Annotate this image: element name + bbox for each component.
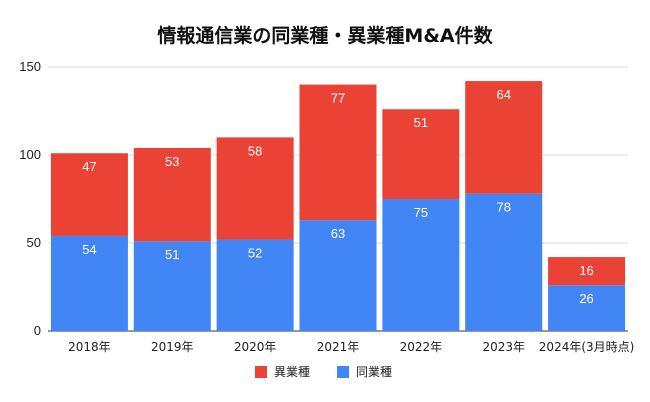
chart-title: 情報通信業の同業種・異業種M&A件数 (157, 24, 493, 47)
data-label: 53 (165, 154, 179, 169)
x-tick-label: 2020年 (234, 340, 277, 354)
data-labels: 54 47 51 53 52 58 63 77 75 51 78 64 26 16 (82, 87, 594, 306)
data-label: 51 (165, 247, 179, 262)
data-label: 54 (82, 242, 96, 257)
data-label: 47 (82, 159, 96, 174)
bar-segment (382, 109, 460, 199)
bar-segment (299, 84, 377, 221)
data-label: 58 (248, 143, 262, 158)
y-tick-label: 100 (19, 147, 41, 162)
x-tick-label: 2019年 (151, 340, 194, 354)
y-tick-label: 0 (34, 323, 41, 338)
bar-segment (50, 153, 128, 236)
legend-label: 異業種 (274, 365, 310, 379)
y-tick-label: 50 (27, 235, 41, 250)
bar-segment (465, 193, 543, 331)
bar-segment (465, 81, 543, 194)
x-tick-label: 2023年 (482, 340, 525, 354)
data-label: 63 (331, 226, 345, 241)
x-axis-ticks: 2018年 2019年 2020年 2021年 2022年 2023年 2024年(3月時点… (68, 340, 634, 354)
data-label: 78 (496, 200, 510, 215)
bar-segment (548, 257, 626, 286)
data-label: 64 (496, 87, 510, 102)
legend-swatch (255, 366, 267, 378)
bars (50, 81, 626, 331)
data-label: 51 (414, 115, 428, 130)
x-tick-label: 2024年(3月時点) (539, 340, 635, 354)
bar-segment (133, 241, 211, 331)
bar-segment (382, 199, 460, 331)
legend: 異業種 同業種 (255, 365, 392, 379)
data-label: 52 (248, 245, 262, 260)
bar-segment (299, 220, 377, 331)
bar-segment (50, 235, 128, 331)
data-label: 77 (331, 91, 345, 106)
x-tick-label: 2021年 (317, 340, 360, 354)
y-tick-label: 150 (19, 59, 41, 74)
bar-segment (548, 285, 626, 331)
bar-segment (216, 239, 294, 331)
legend-swatch (337, 366, 349, 378)
data-label: 75 (414, 205, 428, 220)
legend-label: 同業種 (356, 365, 392, 379)
data-label: 26 (579, 291, 593, 306)
x-tick-label: 2022年 (400, 340, 443, 354)
x-tick-label: 2018年 (68, 340, 111, 354)
data-label: 16 (579, 263, 593, 278)
bar-segment (133, 147, 211, 242)
bar-segment (216, 137, 294, 240)
